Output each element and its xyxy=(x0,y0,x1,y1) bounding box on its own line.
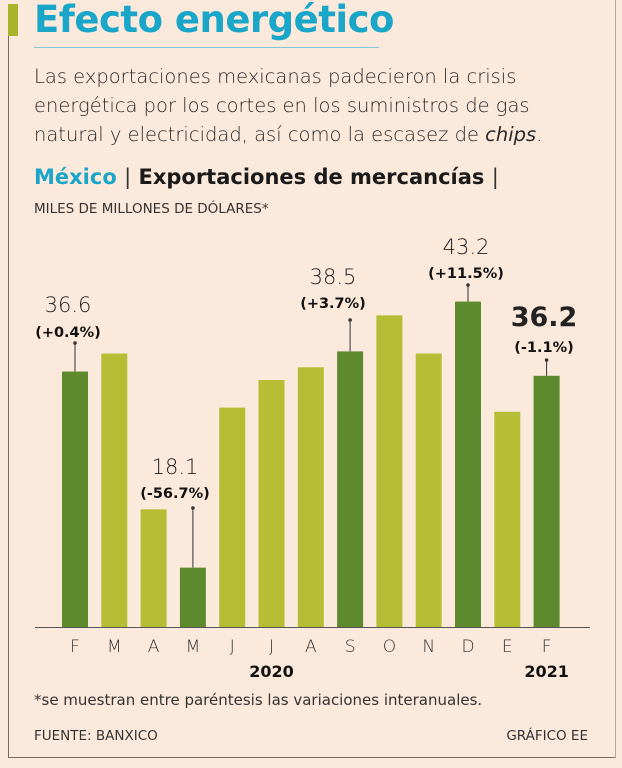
footnote: *se muestran entre paréntesis las variac… xyxy=(34,691,483,709)
page-title: Efecto energético xyxy=(34,0,394,41)
year-label: 2021 xyxy=(524,662,569,681)
bar xyxy=(455,301,481,627)
bar xyxy=(376,315,403,627)
x-tick-label: F xyxy=(542,637,552,657)
annotation-dot xyxy=(191,506,195,510)
annotation-dot xyxy=(544,358,549,362)
x-tick-label: J xyxy=(269,637,274,657)
x-tick-label: F xyxy=(70,637,80,657)
annotation-value: 18.1 xyxy=(152,455,199,479)
annotation-change: (+11.5%) xyxy=(428,266,504,282)
x-tick-label: N xyxy=(422,637,435,657)
bar xyxy=(219,407,246,627)
credit-label: GRÁFICO EE xyxy=(506,728,588,744)
x-tick-label: S xyxy=(345,637,356,657)
title-accent-block xyxy=(8,4,18,36)
bar xyxy=(533,375,560,627)
bar xyxy=(140,509,167,627)
bar xyxy=(415,353,442,627)
chart-heading: México | Exportaciones de mercancías | xyxy=(34,165,499,189)
frame-left-border xyxy=(8,30,9,757)
x-tick-label: A xyxy=(305,637,317,657)
bar xyxy=(62,371,88,627)
lede-italic: chips xyxy=(485,123,537,146)
units-label: MILES DE MILLONES DE DÓLARES* xyxy=(34,201,269,217)
country-label: México xyxy=(34,165,117,189)
separator-end: | xyxy=(491,165,499,189)
bar xyxy=(101,353,128,627)
lede-end: . xyxy=(536,123,543,146)
annotation-change: (+0.4%) xyxy=(35,325,101,341)
annotation-value: 36.6 xyxy=(45,293,92,317)
x-tick-label: E xyxy=(502,637,513,657)
source-label: FUENTE: BANXICO xyxy=(34,728,158,744)
x-tick-label: M xyxy=(107,637,122,657)
annotation-value: 43.2 xyxy=(443,235,490,259)
lede-main: Las exportaciones mexicanas padecieron l… xyxy=(34,65,530,146)
bar xyxy=(297,367,324,627)
annotation-value: 38.5 xyxy=(310,265,357,289)
chart-title: Exportaciones de mercancías xyxy=(138,165,485,189)
annotation-dot xyxy=(466,283,470,287)
x-tick-label: M xyxy=(186,637,201,657)
bar xyxy=(179,567,206,627)
x-tick-label: D xyxy=(461,637,474,657)
frame-bottom-border xyxy=(8,757,616,758)
separator: | xyxy=(124,165,132,189)
x-tick-label: A xyxy=(148,637,160,657)
annotation-dot xyxy=(348,318,352,322)
title-rule xyxy=(34,47,379,48)
lede-text: Las exportaciones mexicanas padecieron l… xyxy=(34,62,594,149)
year-label: 2020 xyxy=(249,662,294,681)
bar xyxy=(258,380,285,627)
bar xyxy=(337,351,364,627)
annotation-change: (-56.7%) xyxy=(140,486,210,502)
annotation-change: (+3.7%) xyxy=(300,296,366,312)
annotation-value: 36.2 xyxy=(511,302,578,333)
frame-right-border xyxy=(615,0,616,758)
x-tick-label: J xyxy=(230,637,235,657)
bar xyxy=(494,411,521,627)
annotation-change: (-1.1%) xyxy=(514,340,574,356)
x-tick-label: O xyxy=(383,637,396,657)
annotation-dot xyxy=(73,341,77,345)
